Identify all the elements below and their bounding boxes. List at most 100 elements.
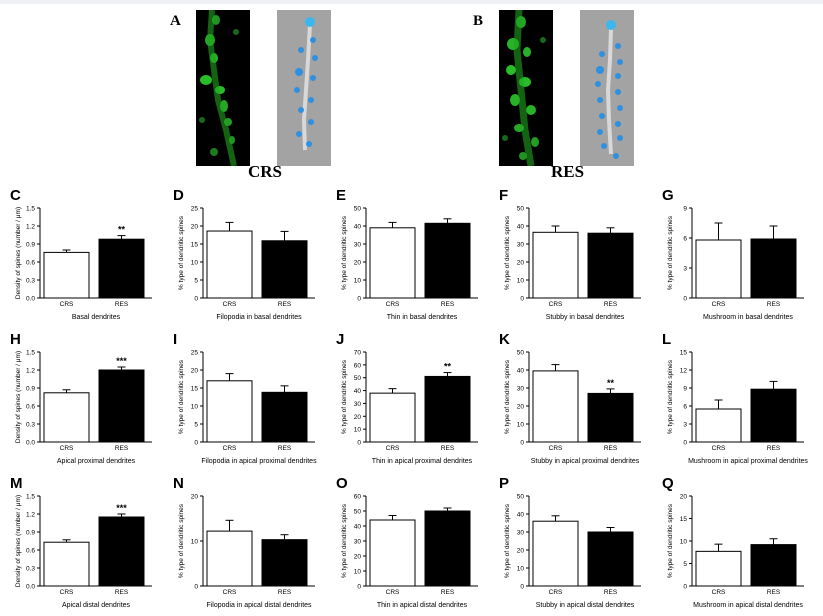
y-tick-label: 30 [354, 539, 362, 546]
x-axis-label: Filopodia in apical proximal dendrites [201, 458, 317, 465]
y-tick-label: 50 [354, 375, 362, 382]
chart-panel-o: O 0 10 20 30 40 50 60 % type of dendritic spines… [336, 475, 478, 609]
bar-res [424, 510, 471, 587]
y-tick-label: 1.2 [26, 224, 35, 231]
bar-crs [695, 408, 742, 443]
y-tick-label: 3 [683, 422, 687, 429]
x-axis-label: Thin in basal dendrites [387, 314, 458, 321]
bar-res [587, 392, 634, 443]
chart-panel-f: F 0 10 20 30 40 50 % type of dendritic spines CR… [499, 187, 641, 321]
panel-letter: C [10, 187, 21, 204]
model-res-svg [595, 20, 623, 159]
chart-panel-j: J 0 10 20 30 40 50 60 70 % type of dendritic spin… [336, 331, 478, 465]
y-tick-label: 15 [191, 386, 199, 393]
x-axis-label: Stubby in apical distal dendrites [536, 602, 635, 609]
x-tick-label: CRS [223, 589, 237, 596]
x-tick-label: RES [278, 301, 292, 308]
bar-res [261, 539, 308, 587]
bar-res [261, 391, 308, 443]
bar-crs [532, 520, 579, 587]
y-tick-label: 25 [191, 206, 199, 213]
y-tick-label: 0.0 [26, 584, 35, 591]
bar-res [587, 232, 634, 299]
panel-letter: G [662, 187, 674, 204]
y-tick-label: 20 [191, 224, 199, 231]
bar-crs [43, 251, 90, 299]
x-axis-label: Stubby in apical proximal dendrites [531, 458, 640, 465]
y-axis-label: % type of dendritic spines [178, 503, 185, 578]
y-tick-label: 0 [683, 296, 687, 303]
chart-panel-i: I 0 5 10 15 20 25 % type of dendritic spines CRS… [173, 331, 317, 465]
bar-res [98, 238, 145, 299]
x-tick-label: CRS [712, 589, 726, 596]
y-axis-label: % type of dendritic spines [341, 215, 348, 290]
x-axis-label: Apical distal dendrites [62, 602, 131, 609]
bar-crs [206, 530, 253, 587]
panel-letter: Q [662, 475, 674, 492]
y-tick-label: 20 [354, 554, 362, 561]
x-axis-label: Thin in apical distal dendrites [377, 602, 468, 609]
y-axis-label: Density of spines (number / μm) [15, 351, 22, 443]
panel-letter: N [173, 475, 184, 492]
x-tick-label: RES [278, 589, 292, 596]
x-tick-label: RES [767, 301, 781, 308]
y-tick-label: 15 [680, 350, 688, 357]
bar-crs [695, 239, 742, 299]
y-tick-label: 50 [354, 206, 362, 213]
group-label-res: RES [551, 162, 585, 181]
panel-letter: M [10, 475, 23, 492]
y-axis-label: % type of dendritic spines [667, 359, 674, 434]
y-tick-label: 0.6 [26, 548, 35, 555]
y-tick-label: 1.2 [26, 512, 35, 519]
y-tick-label: 0 [520, 584, 524, 591]
y-tick-label: 40 [354, 524, 362, 531]
significance-mark: ** [607, 378, 615, 388]
y-tick-label: 25 [191, 350, 199, 357]
y-tick-label: 50 [517, 494, 525, 501]
chart-panel-n: N 0 10 20 % type of dendritic spines CRS RES Fi… [173, 475, 315, 609]
y-axis-label: % type of dendritic spines [667, 503, 674, 578]
x-axis-label: Stubby in basal dendrites [546, 314, 625, 321]
y-tick-label: 20 [680, 494, 688, 501]
x-tick-label: RES [604, 589, 618, 596]
y-tick-label: 0 [357, 584, 361, 591]
y-tick-label: 30 [354, 242, 362, 249]
bar-crs [532, 370, 579, 443]
y-tick-label: 15 [191, 242, 199, 249]
y-tick-label: 9 [683, 206, 687, 213]
bar-res [98, 516, 145, 587]
x-tick-label: CRS [712, 445, 726, 452]
x-tick-label: RES [115, 301, 129, 308]
model-res [580, 10, 634, 166]
x-tick-label: CRS [712, 301, 726, 308]
y-tick-label: 0.3 [26, 278, 35, 285]
panel-letter: J [336, 331, 344, 348]
bar-crs [695, 550, 742, 587]
x-axis-label: Apical proximal dendrites [57, 458, 136, 465]
panel-letter: D [173, 187, 184, 204]
micrograph-crs [196, 10, 250, 166]
y-axis-label: % type of dendritic spines [667, 215, 674, 290]
y-axis-label: % type of dendritic spines [341, 503, 348, 578]
significance-mark: ** [118, 225, 126, 235]
y-axis-label: % type of dendritic spines [341, 359, 348, 434]
bar-res [587, 531, 634, 587]
y-tick-label: 0 [683, 584, 687, 591]
chart-panel-k: K 0 10 20 30 40 50 % type of dendritic spines CR… [499, 331, 641, 465]
significance-mark: ** [444, 362, 452, 372]
y-tick-label: 6 [683, 404, 687, 411]
y-tick-label: 30 [517, 530, 525, 537]
y-tick-label: 0 [357, 440, 361, 447]
bar-res [424, 375, 471, 443]
x-tick-label: CRS [60, 445, 74, 452]
y-tick-label: 10 [191, 260, 199, 267]
x-tick-label: CRS [386, 445, 400, 452]
bar-crs [206, 380, 253, 443]
y-axis-label: Density of spines (number / μm) [15, 495, 22, 587]
y-tick-label: 10 [191, 539, 199, 546]
y-tick-label: 1.5 [26, 206, 35, 213]
x-tick-label: CRS [386, 589, 400, 596]
chart-panel-h: H 0.0 0.3 0.6 0.9 1.2 1.5 Density of spines (nu… [10, 331, 152, 465]
x-tick-label: RES [767, 445, 781, 452]
y-axis-label: % type of dendritic spines [178, 359, 185, 434]
